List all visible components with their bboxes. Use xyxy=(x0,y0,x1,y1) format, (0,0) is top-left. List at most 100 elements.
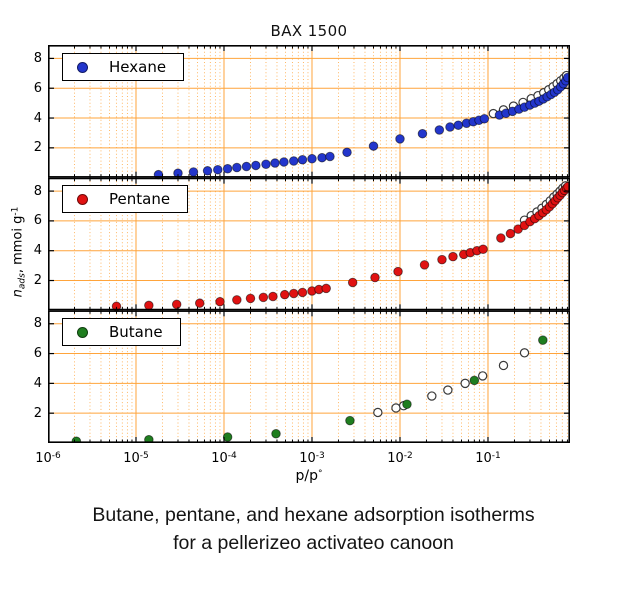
hexane-adsorption-point xyxy=(288,156,299,166)
x-tick-label: 10-5 xyxy=(123,451,149,466)
x-axis-label: p/p° xyxy=(295,468,323,484)
hexane-adsorption-point xyxy=(261,159,271,170)
subplot-hexane xyxy=(48,45,570,180)
butane-desorption-point xyxy=(391,403,401,413)
hexane-adsorption-point xyxy=(562,72,570,83)
y-tick-label: 8 xyxy=(33,316,42,332)
pentane-adsorption-point xyxy=(194,298,205,308)
hexane-adsorption-point xyxy=(434,125,445,135)
subplot-frame xyxy=(48,310,570,443)
hexane-adsorption-point xyxy=(279,157,289,167)
pentane-adsorption-point xyxy=(448,251,458,262)
caption: Butane, pentane, and hexane adsorption i… xyxy=(0,501,627,557)
hexane-adsorption-point xyxy=(222,163,233,174)
hexane-adsorption-point xyxy=(270,158,280,168)
hexane-adsorption-point xyxy=(325,151,335,162)
hexane-adsorption-point xyxy=(232,162,242,173)
hexane-adsorption-point xyxy=(453,120,464,130)
butane-adsorption-point xyxy=(538,335,548,345)
butane-adsorption-point xyxy=(144,434,154,443)
butane-desorption-point xyxy=(427,391,437,401)
hexane-marker-icon xyxy=(77,61,88,73)
pentane-adsorption-point xyxy=(215,296,225,307)
pentane-adsorption-point xyxy=(171,299,182,310)
hexane-adsorption-point xyxy=(241,161,252,172)
y-tick-label: 6 xyxy=(33,213,42,229)
pentane-adsorption-point xyxy=(370,272,380,283)
y-tick-label: 2 xyxy=(33,405,42,421)
butane-adsorption-point xyxy=(402,399,412,409)
hexane-adsorption-point xyxy=(445,122,455,132)
hexane-adsorption-point xyxy=(251,160,261,171)
butane-adsorption-point xyxy=(469,375,480,386)
x-tick-label: 10-4 xyxy=(211,451,237,466)
y-tick-label: 6 xyxy=(33,80,42,96)
y-tick-label: 6 xyxy=(33,346,42,362)
butane-adsorption-point xyxy=(345,415,355,426)
pentane-adsorption-point xyxy=(393,266,403,277)
butane-desorption-point xyxy=(477,371,488,381)
x-tick-label: 10-3 xyxy=(299,451,325,466)
pentane-adsorption-point xyxy=(347,277,358,288)
y-tick-label: 4 xyxy=(33,375,42,391)
butane-adsorption-point xyxy=(271,429,281,439)
legend-label-hexane: Hexane xyxy=(109,58,167,76)
pentane-adsorption-point xyxy=(505,228,516,239)
y-tick-label: 8 xyxy=(33,183,42,199)
legend-label-pentane: Pentane xyxy=(109,190,171,208)
x-tick-label: 10-1 xyxy=(475,451,501,466)
hexane-adsorption-point xyxy=(307,153,317,164)
legend-hexane: Hexane xyxy=(62,53,185,81)
pentane-adsorption-point xyxy=(297,287,308,298)
x-tick-label: 10-2 xyxy=(387,451,413,466)
subplot-pentane xyxy=(48,177,570,312)
y-tick-label: 8 xyxy=(33,50,42,66)
butane-desorption-point xyxy=(498,360,509,371)
subplot-frame xyxy=(48,177,570,311)
subplot-frame xyxy=(48,45,570,178)
legend-pentane: Pentane xyxy=(62,185,189,213)
pentane-adsorption-point xyxy=(321,283,331,294)
pentane-adsorption-point xyxy=(478,244,488,254)
pentane-adsorption-point xyxy=(232,295,242,305)
subplot-butane xyxy=(48,310,570,443)
legend-butane: Butane xyxy=(62,318,181,346)
hexane-adsorption-point xyxy=(368,141,379,151)
pentane-adsorption-point xyxy=(268,291,278,302)
chart-title: BAX 1500 xyxy=(270,22,348,40)
x-tick-label: 10-6 xyxy=(35,451,61,466)
y-tick-label: 4 xyxy=(33,110,42,126)
hexane-adsorption-point xyxy=(395,134,405,144)
butane-adsorption-point xyxy=(222,432,233,442)
hexane-adsorption-point xyxy=(188,167,199,177)
butane-desorption-point xyxy=(519,348,530,358)
pentane-adsorption-point xyxy=(258,292,269,303)
hexane-adsorption-point xyxy=(213,165,223,175)
butane-desorption-point xyxy=(460,378,470,389)
caption-line-1: Butane, pentane, and hexane adsorption i… xyxy=(92,504,535,526)
y-tick-label: 2 xyxy=(33,140,42,156)
pentane-adsorption-point xyxy=(279,289,290,300)
hexane-adsorption-point xyxy=(417,128,428,139)
pentane-marker-icon xyxy=(77,193,88,205)
pentane-adsorption-point xyxy=(288,288,299,299)
caption-line-2: for a pellerizeo activateo canoon xyxy=(173,532,454,554)
hexane-adsorption-point xyxy=(297,155,308,165)
butane-marker-icon xyxy=(77,326,88,338)
pentane-adsorption-point xyxy=(419,260,430,270)
hexane-adsorption-point xyxy=(479,114,490,124)
y-tick-label: 2 xyxy=(33,273,42,289)
legend-label-butane: Butane xyxy=(109,323,163,341)
hexane-adsorption-point xyxy=(342,147,352,158)
pentane-adsorption-point xyxy=(245,293,256,304)
pentane-adsorption-point xyxy=(144,300,154,311)
pentane-adsorption-point xyxy=(437,254,447,265)
pentane-adsorption-point xyxy=(496,233,506,243)
butane-desorption-point xyxy=(373,407,383,418)
hexane-adsorption-point xyxy=(317,152,327,163)
plot-area xyxy=(48,45,570,443)
butane-desorption-point xyxy=(443,385,453,395)
y-tick-label: 4 xyxy=(33,243,42,259)
hexane-adsorption-point xyxy=(202,166,213,176)
